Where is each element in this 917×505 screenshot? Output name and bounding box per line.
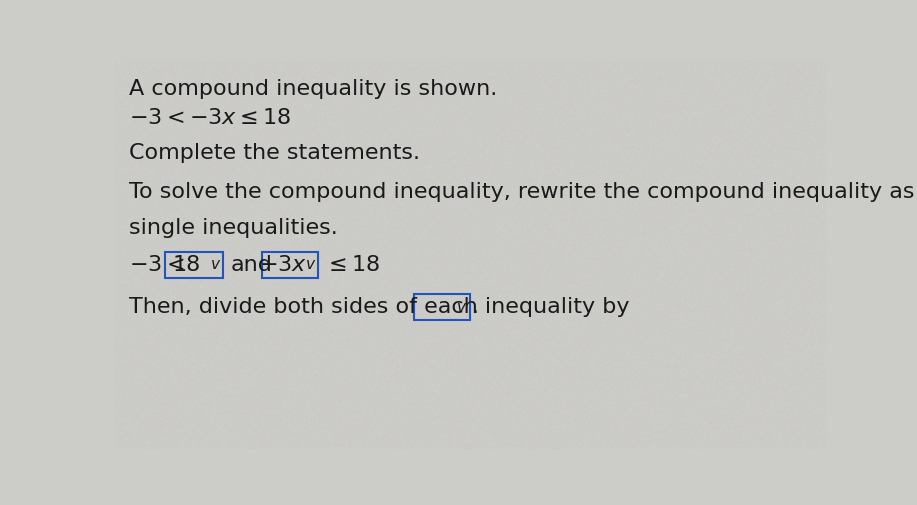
Text: and: and [231,255,272,275]
Text: Complete the statements.: Complete the statements. [128,143,420,163]
Text: To solve the compound inequality, rewrite the compound inequality as the two: To solve the compound inequality, rewrit… [128,181,917,201]
Text: $\leq 18$: $\leq 18$ [324,255,380,275]
Text: Then, divide both sides of each inequality by: Then, divide both sides of each inequali… [128,297,629,317]
Text: v: v [211,257,220,272]
Text: A compound inequality is shown.: A compound inequality is shown. [128,79,497,99]
Text: $-3 < -3x \leq 18$: $-3 < -3x \leq 18$ [128,109,291,128]
Text: $-3 <$: $-3 <$ [128,255,184,275]
Text: .: . [472,297,479,317]
Text: v: v [458,299,467,315]
Text: 18: 18 [173,255,201,275]
Text: $-3x$: $-3x$ [259,255,307,275]
Text: single inequalities.: single inequalities. [128,218,337,238]
Text: v: v [305,257,315,272]
